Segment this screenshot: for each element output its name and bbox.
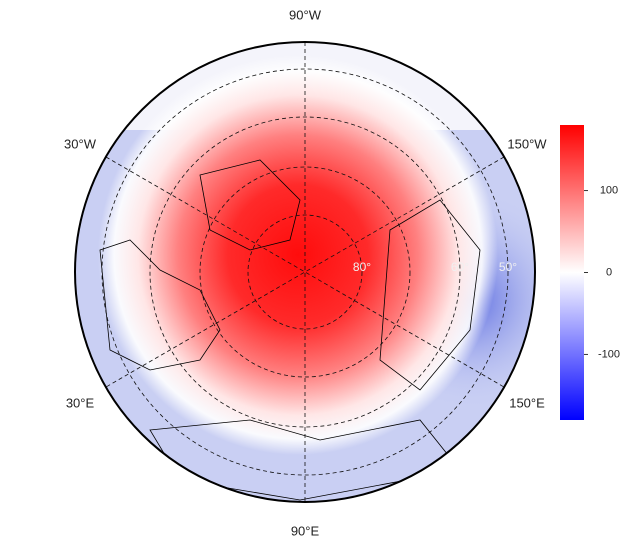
longitude-label: 90°W [289,7,322,22]
longitude-label: 30°W [64,136,97,151]
colorbar-tick-label: 100 [600,184,618,196]
map-border [74,41,536,503]
latitude-label: 50° [499,260,517,274]
latitude-label: 80° [353,260,371,274]
colorbar-scale [560,125,584,420]
longitude-label: 150°W [507,136,547,151]
graticule [101,42,509,502]
longitude-label: 90°E [291,523,320,538]
colorbar-tick-label: 0 [606,266,612,278]
colorbar-tick-label: -100 [598,348,620,360]
latitude-label: 60° [451,260,469,274]
colorbar: 100 0 -100 [560,125,620,420]
longitude-label: 30°E [66,395,95,410]
coastline [99,159,481,501]
longitude-label: 150°E [509,395,545,410]
